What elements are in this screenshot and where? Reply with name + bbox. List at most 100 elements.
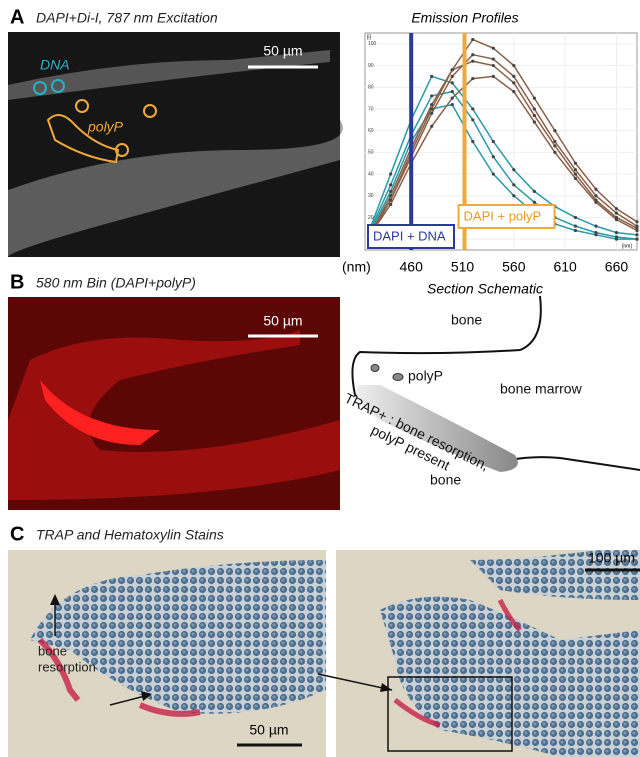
data-point (492, 64, 495, 67)
y-tick-label: 70 (368, 106, 374, 112)
scale-label: 100 µm (588, 550, 635, 566)
data-point (451, 103, 454, 106)
data-point (594, 233, 597, 236)
data-point (594, 194, 597, 197)
data-point (471, 118, 474, 121)
data-point (635, 238, 638, 241)
data-point (492, 75, 495, 78)
y-tick-label: 50 (368, 150, 374, 156)
data-point (471, 53, 474, 56)
data-point (635, 233, 638, 236)
data-point (451, 68, 454, 71)
scale-label: 50 µm (263, 43, 302, 59)
scale-label: 50 µm (249, 722, 288, 738)
bone-label: bone (430, 472, 461, 488)
marrow-label: bone marrow (500, 381, 583, 397)
data-point (574, 162, 577, 165)
y-tick-label: 90 (368, 63, 374, 69)
x-tick-label: 660 (605, 259, 629, 275)
panel-title: TRAP and Hematoxylin Stains (36, 527, 224, 543)
x-axis-label: (nm) (342, 259, 371, 275)
emission-chart: Emission Profiles (nm) [nm] [i] 10203040… (342, 10, 639, 275)
data-point (451, 97, 454, 100)
panel-letter: B (10, 271, 24, 293)
data-point (492, 140, 495, 143)
data-point (615, 212, 618, 215)
panel-letter: A (10, 6, 24, 28)
data-point (389, 172, 392, 175)
data-point (553, 129, 556, 132)
y-tick-label: 80 (368, 85, 374, 91)
data-point (533, 120, 536, 123)
data-point (430, 125, 433, 128)
data-point (615, 238, 618, 241)
x-tick-label: 510 (451, 259, 475, 275)
y-tick-label: 60 (368, 128, 374, 134)
data-point (615, 207, 618, 210)
data-point (574, 229, 577, 232)
data-point (635, 229, 638, 232)
data-point (492, 155, 495, 158)
data-point (512, 90, 515, 93)
polyp-dot (371, 365, 379, 372)
data-point (594, 225, 597, 228)
data-point (533, 107, 536, 110)
panel-title: DAPI+Di-I, 787 nm Excitation (36, 10, 218, 26)
y-tick-label: 40 (368, 171, 374, 177)
data-point (512, 75, 515, 78)
x-tick-label: 610 (553, 259, 577, 275)
polyp-label: polyP (408, 368, 443, 384)
data-point (615, 218, 618, 221)
data-point (533, 114, 536, 117)
data-point (615, 231, 618, 234)
panel-title: 580 nm Bin (DAPI+polyP) (36, 275, 196, 291)
data-point (512, 64, 515, 67)
data-point (574, 216, 577, 219)
data-point (512, 194, 515, 197)
data-point (471, 107, 474, 110)
data-point (430, 75, 433, 78)
data-point (574, 172, 577, 175)
schematic-title: Section Schematic (427, 281, 543, 297)
data-point (512, 81, 515, 84)
data-point (512, 183, 515, 186)
data-point (471, 140, 474, 143)
data-point (492, 57, 495, 60)
data-point (451, 90, 454, 93)
data-point (533, 97, 536, 100)
page: {"panel_a": {"letter": "A", "title": "DA… (0, 0, 640, 757)
x-tick-label: 460 (400, 259, 424, 275)
data-point (451, 75, 454, 78)
data-point (574, 168, 577, 171)
scale-label: 50 µm (263, 313, 302, 329)
data-point (594, 188, 597, 191)
dna-label: DNA (40, 57, 70, 73)
data-point (389, 203, 392, 206)
annotation: bone (38, 643, 67, 658)
data-point (553, 140, 556, 143)
y-tick-label: 100 (368, 41, 377, 47)
y-tick-label: 30 (368, 193, 374, 199)
data-point (553, 144, 556, 147)
marker-label: DAPI + DNA (373, 228, 446, 243)
marker-label: DAPI + polyP (464, 208, 542, 223)
data-point (451, 81, 454, 84)
x-unit: [nm] (622, 243, 632, 249)
data-point (471, 38, 474, 41)
data-point (533, 201, 536, 204)
polyp-label: polyP (87, 119, 124, 135)
data-point (471, 77, 474, 80)
data-point (512, 168, 515, 171)
figure: A DAPI+Di-I, 787 nm Excitation DNA polyP… (0, 0, 640, 757)
data-point (553, 151, 556, 154)
data-point (430, 107, 433, 110)
data-point (533, 190, 536, 193)
data-point (574, 225, 577, 228)
annotation: resorption (38, 659, 96, 674)
data-point (492, 47, 495, 50)
data-point (471, 60, 474, 63)
chart-title: Emission Profiles (411, 10, 518, 26)
x-tick-label: 560 (502, 259, 526, 275)
data-point (389, 183, 392, 186)
y-unit: [i] (367, 34, 372, 40)
